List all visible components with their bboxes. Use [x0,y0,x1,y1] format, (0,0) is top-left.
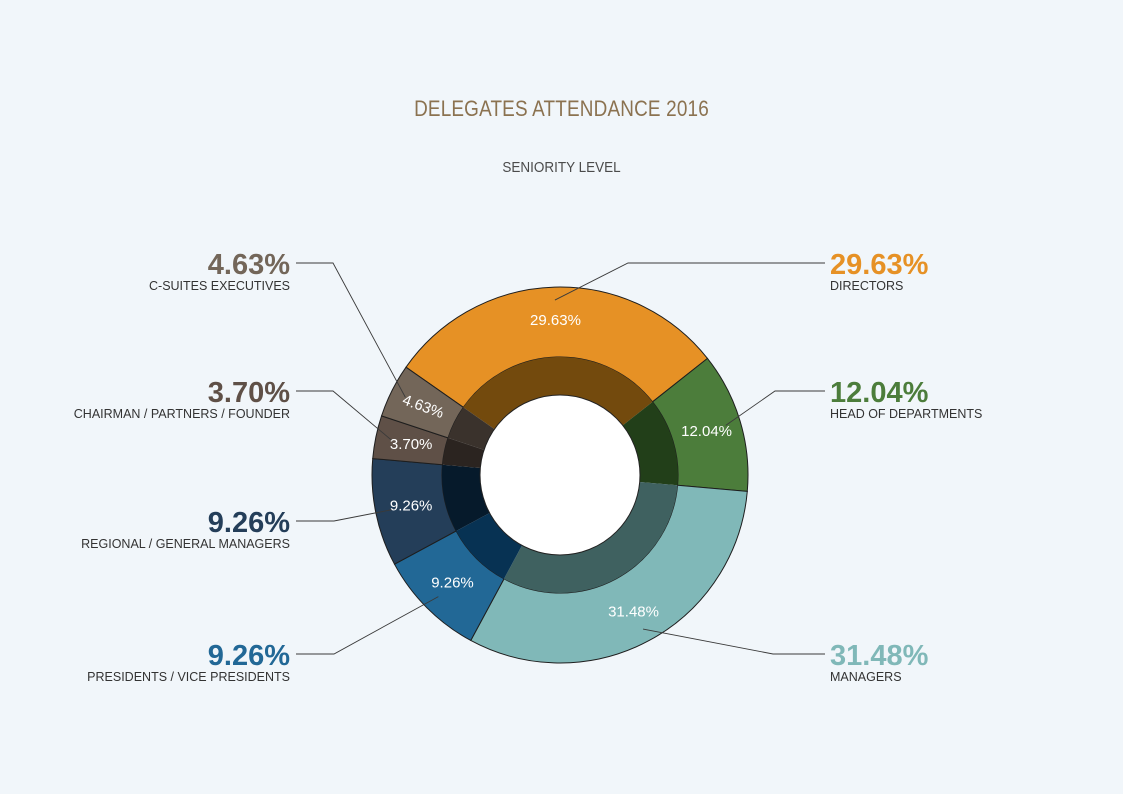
leader-line-managers [642,628,825,655]
slice-label-presidents: 9.26% [431,574,474,591]
callout-value-c-suites: 4.63% [208,249,290,281]
slice-inner-head-of-departments [622,401,679,486]
leader-line-presidents [296,596,439,655]
callout-value-head-of-departments: 12.04% [830,377,929,409]
callout-label-head-of-departments: HEAD OF DEPARTMENTS [830,407,982,421]
callout-label-presidents: PRESIDENTS / VICE PRESIDENTS [87,670,290,684]
callout-value-chairman: 3.70% [208,377,290,409]
callout-label-managers: MANAGERS [830,670,902,684]
donut-hole [479,394,641,556]
callout-label-chairman: CHAIRMAN / PARTNERS / FOUNDER [74,407,290,421]
leader-line-regional-managers [296,509,392,522]
slice-label-chairman: 3.70% [390,436,433,453]
slice-inner-chairman [442,437,485,469]
slice-label-head-of-departments: 12.04% [681,423,732,440]
callout-label-c-suites: C-SUITES EXECUTIVES [149,279,290,293]
slice-label-regional-managers: 9.26% [390,498,433,515]
leader-line-chairman [296,390,392,441]
chart-title: DELEGATES ATTENDANCE 2016 [414,96,709,121]
callout-value-directors: 29.63% [830,249,929,281]
slice-label-directors: 29.63% [530,312,581,329]
slice-label-managers: 31.48% [608,603,659,620]
slice-inner-managers [503,481,678,593]
chart-subtitle: SENIORITY LEVEL [502,159,621,176]
leader-line-c-suites [296,262,406,398]
leader-line-directors [554,262,825,301]
slice-inner-directors [463,356,653,430]
callout-value-managers: 31.48% [830,640,929,672]
leader-line-head-of-departments [725,390,825,426]
slice-inner-presidents [456,512,523,579]
slice-inner-regional-managers [442,464,490,531]
callout-label-directors: DIRECTORS [830,279,903,293]
callout-value-regional-managers: 9.26% [208,507,290,539]
callout-value-presidents: 9.26% [208,640,290,672]
slice-inner-c-suites [447,407,495,450]
callout-label-regional-managers: REGIONAL / GENERAL MANAGERS [81,537,290,551]
